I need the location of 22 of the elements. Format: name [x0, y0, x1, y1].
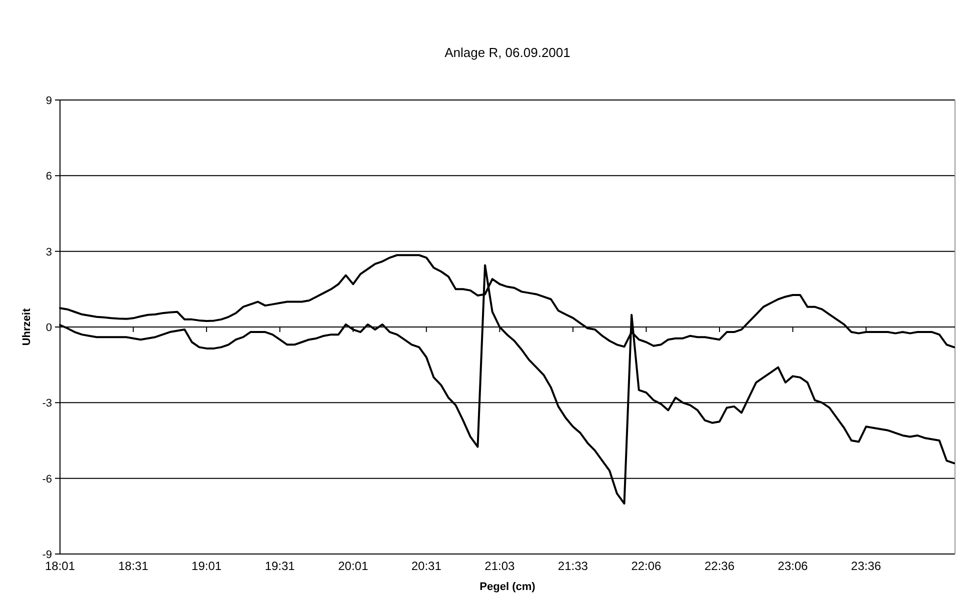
y-tick-label: -9	[42, 549, 52, 561]
x-tick-label: 19:01	[192, 559, 222, 573]
chart-title: Anlage R, 06.09.2001	[444, 45, 570, 60]
x-tick-label: 19:31	[264, 559, 296, 573]
x-tick-label: 23:36	[851, 559, 882, 573]
y-tick-label: -3	[42, 398, 52, 410]
x-tick-label: 21:33	[558, 559, 588, 573]
x-tick-label: 22:36	[704, 559, 735, 573]
y-tick-label: -6	[42, 473, 52, 486]
x-tick-label: 20:31	[411, 559, 442, 573]
y-tick-label: 0	[46, 322, 52, 334]
x-tick-label: 20:01	[338, 559, 368, 573]
x-tick-label: 23:06	[778, 559, 808, 573]
x-tick-label: 22:06	[631, 559, 662, 573]
x-tick-label: 18:31	[118, 559, 149, 573]
x-axis-title: Pegel (cm)	[480, 581, 536, 593]
y-tick-label: 3	[46, 246, 52, 258]
y-tick-label: 6	[46, 170, 52, 183]
x-tick-label: 18:01	[44, 559, 76, 573]
y-axis-title: Uhrzeit	[21, 308, 33, 346]
y-tick-label: 9	[46, 95, 52, 107]
x-tick-label: 21:03	[484, 559, 516, 573]
